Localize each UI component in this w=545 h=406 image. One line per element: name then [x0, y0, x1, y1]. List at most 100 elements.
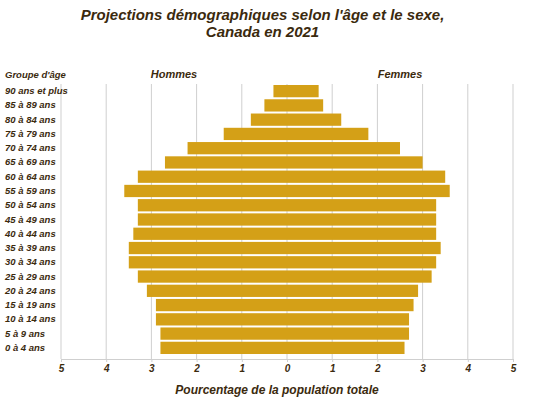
- bar: [251, 114, 287, 126]
- tick-mark: [61, 359, 62, 362]
- tick-label: 70 à 74 ans: [5, 142, 56, 153]
- tick-label: 75 à 79 ans: [5, 128, 56, 139]
- tick: 3: [149, 359, 155, 374]
- tick: 4: [103, 359, 110, 374]
- tick: 75 à 79 ans: [5, 128, 56, 139]
- bar: [287, 185, 450, 197]
- y-axis: 0 à 4 ans 5 à 9 ans 10 à 14 ans 15 à 19 ans…: [4, 85, 68, 353]
- series: [124, 85, 287, 354]
- tick-mark: [106, 359, 107, 362]
- tick-mark: [242, 359, 243, 362]
- bar: [156, 299, 287, 311]
- tick: 15 à 19 ans: [5, 299, 56, 310]
- grid-line: [106, 84, 107, 359]
- tick-label: 0: [285, 363, 291, 374]
- bar: [287, 171, 445, 183]
- x-axis: 0 1 2 3 4 5: [59, 359, 291, 374]
- tick: 50 à 54 ans: [5, 199, 56, 210]
- tick-label: 50 à 54 ans: [5, 199, 56, 210]
- bar: [287, 313, 409, 325]
- tick: 5: [511, 359, 517, 374]
- grid: [61, 84, 513, 359]
- bar: [124, 185, 287, 197]
- tick: 85 à 89 ans: [5, 99, 56, 110]
- x-axis: 1 2 3 4 5: [288, 359, 517, 374]
- tick-label: 4: [465, 363, 472, 374]
- tick-label: 1: [240, 363, 246, 374]
- tick-label: 5 à 9 ans: [5, 328, 45, 339]
- bar: [287, 199, 436, 211]
- bar: [160, 342, 287, 354]
- tick: 40 à 44 ans: [4, 228, 56, 239]
- bar: [138, 213, 287, 225]
- tick-mark: [197, 359, 198, 362]
- tick: 45 à 49 ans: [4, 214, 56, 225]
- axis-line: [288, 359, 514, 360]
- tick: 65 à 69 ans: [5, 156, 56, 167]
- bar: [129, 242, 287, 254]
- bar: [287, 142, 400, 154]
- tick: 60 à 64 ans: [5, 171, 56, 182]
- bar: [287, 285, 418, 297]
- tick-label: 2: [193, 363, 200, 374]
- tick: 35 à 39 ans: [5, 242, 56, 253]
- tick-label: 15 à 19 ans: [5, 299, 56, 310]
- tick-label: 3: [420, 363, 426, 374]
- tick: 0 à 4 ans: [5, 342, 45, 353]
- tick: 5 à 9 ans: [5, 328, 45, 339]
- tick-label: 0 à 4 ans: [5, 342, 45, 353]
- tick: 55 à 59 ans: [5, 185, 56, 196]
- bar: [160, 327, 287, 339]
- bar: [287, 213, 436, 225]
- tick-label: 60 à 64 ans: [5, 171, 56, 182]
- tick-label: 5: [59, 363, 65, 374]
- tick-label: 45 à 49 ans: [4, 214, 56, 225]
- bar: [287, 156, 423, 168]
- bar: [129, 256, 287, 268]
- bar: [138, 199, 287, 211]
- bar: [287, 114, 341, 126]
- bar: [287, 99, 323, 111]
- grid-line: [467, 84, 468, 359]
- tick: 20 à 24 ans: [4, 285, 56, 296]
- tick-mark: [332, 359, 333, 362]
- bar: [273, 85, 287, 97]
- tick-label: 5: [511, 363, 517, 374]
- tick: 1: [330, 359, 336, 374]
- y-axis-title: Groupe d'âge: [5, 69, 67, 80]
- tick-label: 35 à 39 ans: [5, 242, 56, 253]
- title: Projections démographiques selon l'âge e…: [81, 6, 445, 23]
- bar: [287, 242, 441, 254]
- title: Canada en 2021: [206, 23, 319, 40]
- tick-mark: [151, 359, 152, 362]
- tick: 10 à 14 ans: [5, 313, 56, 324]
- bar: [147, 285, 287, 297]
- tick: 4: [465, 359, 472, 374]
- bar: [138, 171, 287, 183]
- tick: 5: [59, 359, 65, 374]
- bar: [287, 256, 436, 268]
- bar: [138, 270, 287, 282]
- tick-label: 90 ans et plus: [5, 85, 68, 96]
- bar: [287, 342, 405, 354]
- tick: 30 à 34 ans: [5, 256, 56, 267]
- tick: 90 ans et plus: [5, 85, 68, 96]
- series: [287, 85, 450, 354]
- tick-label: 3: [149, 363, 155, 374]
- tick: 25 à 29 ans: [4, 271, 56, 282]
- axis-line: [62, 359, 288, 360]
- tick-mark: [513, 359, 514, 362]
- bar: [287, 299, 414, 311]
- bars: [124, 85, 449, 354]
- tick-label: 10 à 14 ans: [5, 313, 56, 324]
- tick-label: 4: [103, 363, 110, 374]
- tick-label: 80 à 84 ans: [5, 114, 56, 125]
- bar: [287, 85, 319, 97]
- bar: [165, 156, 287, 168]
- tick-mark: [377, 359, 378, 362]
- bar: [287, 128, 368, 140]
- tick-label: 2: [374, 363, 381, 374]
- bar: [264, 99, 287, 111]
- tick: 2: [374, 359, 381, 374]
- tick: 2: [193, 359, 200, 374]
